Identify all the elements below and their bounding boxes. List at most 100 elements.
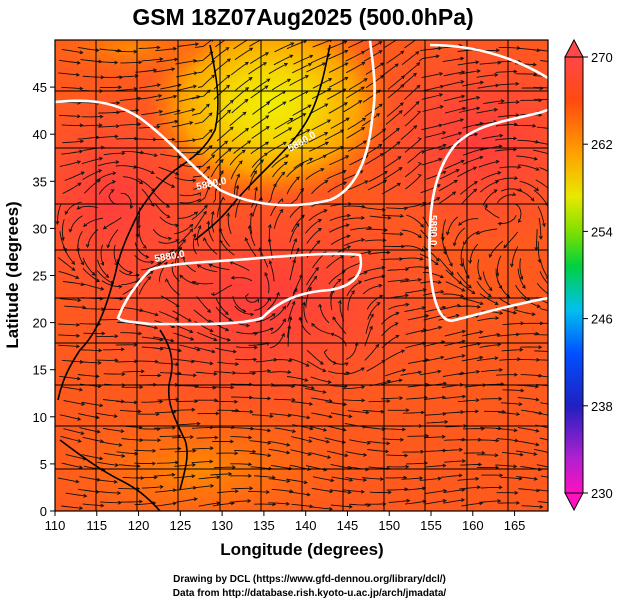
streamline-arrowhead (153, 325, 159, 330)
streamline (460, 181, 478, 195)
streamline (422, 105, 444, 112)
streamline (176, 498, 197, 503)
streamline (328, 358, 349, 365)
streamline-arrowhead (343, 102, 348, 106)
streamline-arrowhead (461, 437, 466, 442)
x-tick-label: 115 (86, 518, 107, 533)
streamline (99, 48, 121, 52)
streamline (156, 58, 178, 63)
streamline (386, 488, 408, 491)
streamline-arrowhead (422, 499, 427, 504)
streamline (533, 448, 548, 453)
streamline-arrowhead (430, 243, 435, 248)
streamline (194, 112, 213, 125)
streamline-arrowhead (419, 256, 424, 261)
streamline (83, 217, 103, 227)
y-axis: 0 5 10 15 20 25 30 35 40 45 (33, 80, 55, 519)
streamline (444, 354, 465, 361)
grid (55, 40, 548, 511)
streamline-arrowhead (156, 83, 161, 88)
streamline-arrowhead (558, 322, 561, 325)
streamline-arrowhead (442, 170, 447, 175)
streamline (515, 73, 537, 75)
streamline-arrowhead (265, 52, 270, 56)
streamline (328, 370, 350, 374)
streamline (405, 329, 427, 336)
streamline (267, 141, 287, 154)
streamline (453, 227, 465, 246)
streamline-arrowhead (153, 153, 159, 158)
streamline (457, 478, 479, 481)
streamline-arrowhead (309, 54, 314, 59)
streamline (171, 239, 186, 257)
streamline-arrowhead (300, 187, 305, 192)
streamline-arrowhead (79, 86, 84, 91)
streamline-arrowhead (95, 489, 100, 494)
streamline (268, 478, 290, 482)
streamline-arrowhead (342, 427, 347, 432)
streamline (501, 349, 523, 352)
streamline (288, 140, 309, 151)
streamline (537, 206, 545, 227)
streamline-arrowhead (113, 414, 118, 419)
streamline-arrowhead (329, 489, 334, 494)
streamline-arrowhead (140, 369, 145, 374)
streamline (369, 215, 391, 219)
streamline (350, 227, 372, 231)
streamline (403, 62, 420, 77)
streamline (136, 151, 158, 157)
streamline-arrowhead (554, 467, 557, 470)
streamline-arrowhead (121, 372, 126, 377)
streamline-arrowhead (347, 490, 352, 495)
streamline-arrowhead (286, 479, 291, 483)
streamline-arrowhead (559, 478, 562, 481)
streamline-arrowhead (324, 180, 329, 184)
streamline-arrowhead (417, 137, 422, 142)
streamline (381, 379, 402, 385)
streamline (328, 50, 348, 60)
streamline (500, 402, 522, 405)
streamline (495, 374, 517, 376)
streamline (270, 359, 292, 362)
streamline (440, 474, 462, 478)
streamline-arrowhead (267, 369, 272, 373)
streamline (96, 412, 118, 417)
streamline-arrowhead (499, 367, 504, 372)
streamline-arrowhead (272, 182, 277, 188)
streamline (251, 414, 273, 417)
streamline-arrowhead (177, 434, 182, 438)
streamline-arrowhead (252, 449, 257, 454)
streamline-arrowhead (438, 157, 443, 162)
streamline (423, 356, 444, 362)
streamline-arrowhead (224, 140, 229, 145)
streamline (274, 427, 296, 433)
streamline-arrowhead (425, 314, 430, 318)
streamline-arrowhead (506, 294, 511, 298)
streamline (198, 154, 215, 168)
streamline (306, 228, 322, 244)
streamline-arrowhead (475, 409, 480, 414)
streamline (366, 360, 386, 372)
streamline-arrowhead (138, 60, 143, 65)
streamline (332, 316, 347, 335)
streamline (459, 70, 480, 75)
streamline (388, 500, 410, 503)
streamline (367, 179, 387, 191)
streamline-arrowhead (519, 275, 524, 280)
streamline-arrowhead (121, 454, 126, 458)
streamline (82, 75, 104, 78)
streamline (154, 489, 176, 493)
streamline-arrowhead (462, 394, 467, 399)
streamline (266, 292, 280, 311)
streamline-arrowhead (196, 264, 201, 269)
streamline (424, 306, 446, 313)
streamline (78, 413, 99, 419)
streamline-arrowhead (191, 474, 196, 479)
streamline-arrowhead (456, 303, 461, 308)
streamline-arrowhead (76, 205, 81, 210)
streamline-arrowhead (78, 465, 84, 470)
streamline (213, 284, 233, 296)
streamline (249, 452, 271, 457)
streamline (61, 150, 83, 155)
streamline (198, 476, 220, 480)
